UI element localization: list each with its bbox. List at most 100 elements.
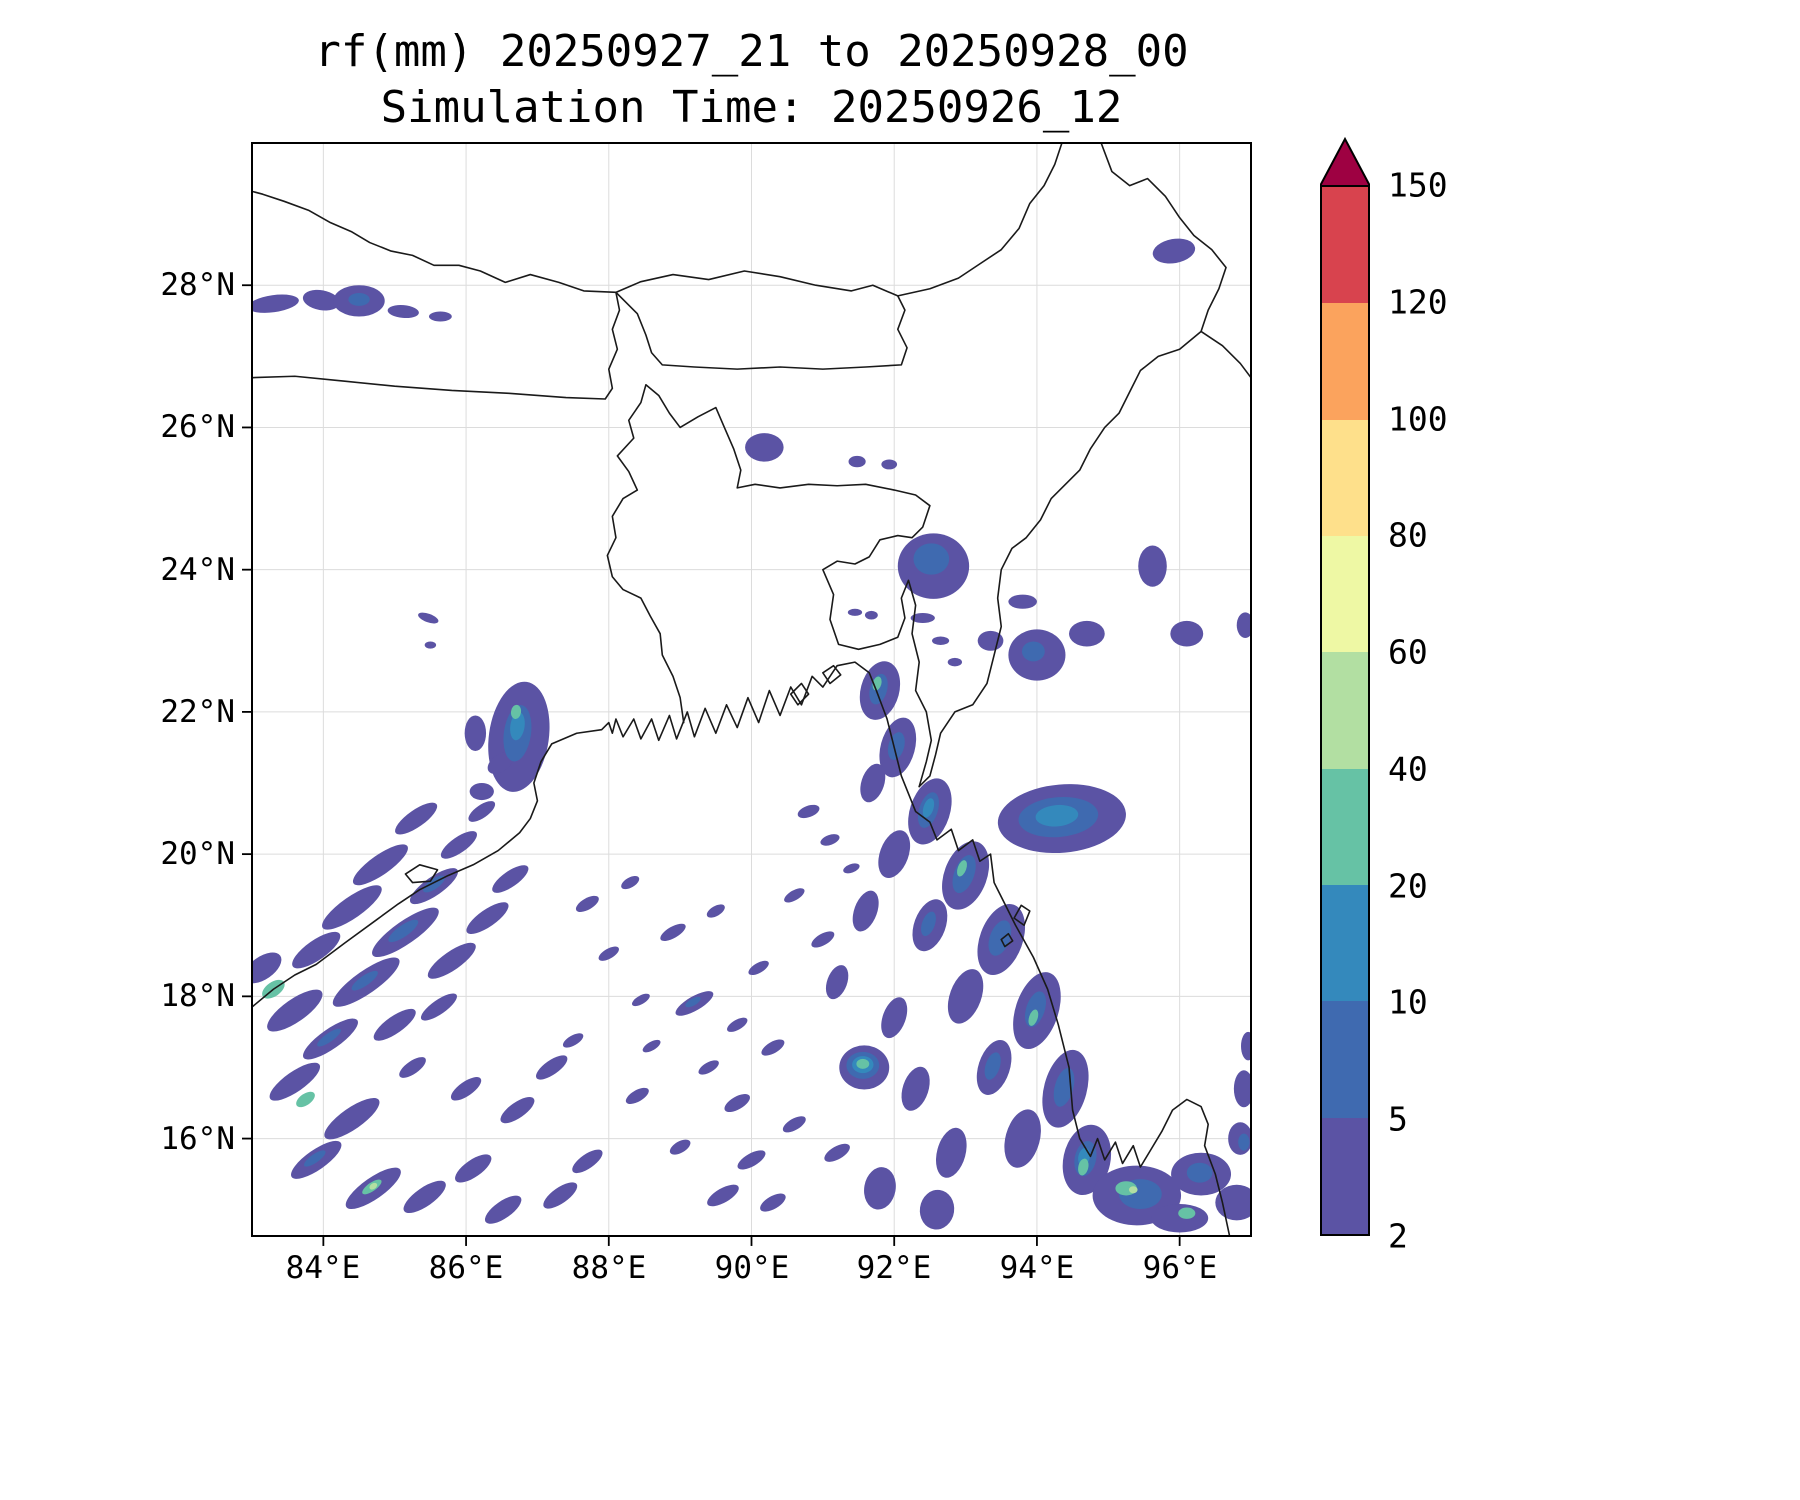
rain-patch: [1035, 804, 1079, 827]
rain-patch: [824, 1143, 850, 1162]
border-sikkim-bhutan: [616, 292, 907, 369]
rain-patch: [921, 911, 936, 937]
colorbar-label: 2: [1388, 1216, 1408, 1256]
y-tick-label: 16°N: [160, 1121, 235, 1157]
coastline-path: [252, 662, 1230, 1236]
rain-patch: [427, 942, 476, 979]
rain-patch: [864, 610, 878, 620]
rain-patch: [292, 931, 341, 969]
colorbar-segment: [1322, 303, 1368, 420]
rain-patch: [324, 1097, 380, 1140]
rain-patch: [348, 293, 370, 306]
rain-patch: [952, 855, 976, 894]
rain-patch: [669, 1139, 691, 1155]
rain-patch: [484, 1195, 522, 1224]
y-tick-label: 20°N: [160, 836, 235, 872]
border-bangladesh: [607, 385, 931, 787]
rain-patch: [468, 801, 496, 822]
rain-patch: [745, 433, 784, 462]
rain-patch: [1233, 1070, 1251, 1108]
colorbar-labels: 2 5 10 20 40 60 80 100 120 150: [1388, 166, 1488, 1256]
x-tick-label: 86°E: [428, 1250, 504, 1286]
rain-patch: [1178, 1207, 1196, 1219]
rain-patch: [1151, 1203, 1209, 1233]
rain-patch: [469, 783, 494, 801]
map-svg: [252, 143, 1251, 1236]
colorbar-label: 40: [1388, 749, 1428, 789]
y-tick-label: 18°N: [160, 978, 235, 1014]
rain-patch: [1069, 620, 1105, 647]
rain-patch: [351, 970, 378, 991]
rain-patch: [1028, 1009, 1039, 1026]
colorbar-label: 120: [1388, 282, 1448, 322]
rain-patch: [510, 712, 525, 741]
rain-patch: [935, 1127, 967, 1178]
rain-patch: [878, 830, 911, 879]
colorbar-label: 100: [1388, 399, 1448, 439]
rain-patch: [510, 704, 522, 719]
x-tick-label: 84°E: [285, 1250, 361, 1286]
rain-patch: [500, 1097, 535, 1124]
rain-patch: [387, 305, 419, 319]
rain-patch: [1170, 620, 1204, 647]
rain-patch: [296, 1091, 315, 1108]
rain-patch: [761, 1039, 785, 1056]
rain-patch: [454, 1154, 492, 1183]
rain-patch: [487, 752, 514, 774]
rain-patch: [373, 1008, 416, 1041]
rain-patch: [947, 969, 984, 1024]
colorbar-segment: [1322, 1001, 1368, 1118]
rain-patch: [535, 1055, 568, 1080]
rain-patch: [1004, 1109, 1041, 1168]
rain-patch: [621, 875, 640, 890]
rain-patch: [267, 989, 323, 1032]
x-tick-label: 92°E: [856, 1250, 932, 1286]
rain-patch: [1138, 545, 1167, 587]
colorbar-segment: [1322, 1117, 1368, 1234]
rain-patch: [947, 657, 963, 667]
rain-patch: [302, 289, 340, 311]
rain-patch: [797, 804, 820, 819]
rain-patch: [464, 715, 487, 752]
axes-frame: [252, 143, 1251, 1236]
rain-patch: [492, 865, 529, 893]
map-outlines: [252, 143, 1251, 1236]
colorbar-segment: [1322, 419, 1368, 537]
rain-patch: [760, 1193, 786, 1212]
colorbar-label: 10: [1388, 982, 1428, 1022]
rain-patch: [399, 1057, 426, 1078]
rain-patch: [727, 1017, 748, 1032]
colorbar-segment: [1322, 768, 1368, 886]
colorbar-label: 5: [1388, 1099, 1408, 1139]
rain-patch: [631, 993, 650, 1007]
y-tick-label: 28°N: [160, 267, 235, 303]
rain-patch: [575, 895, 599, 912]
rain-patch: [420, 993, 457, 1021]
figure-title-line2: Simulation Time: 20250926_12: [380, 82, 1123, 133]
rain-patch: [856, 1058, 870, 1069]
rain-patch: [881, 997, 908, 1039]
y-tick-label: 22°N: [160, 694, 235, 730]
rain-patch: [440, 831, 478, 859]
rain-patch: [724, 1094, 750, 1113]
rain-patch: [1078, 1158, 1089, 1176]
rain-patch: [901, 1066, 930, 1111]
rain-patch: [698, 1060, 719, 1075]
rain-patch: [403, 1180, 446, 1214]
colorbar-segment: [1322, 885, 1368, 1002]
rain-patch: [317, 1028, 342, 1047]
colorbar-segment: [1322, 652, 1368, 769]
rain-patch: [1008, 594, 1037, 609]
x-tick-label: 96°E: [1142, 1250, 1218, 1286]
rain-patch: [352, 844, 408, 886]
map-axes: [252, 143, 1251, 1236]
rain-patch: [660, 923, 686, 942]
rain-patch: [562, 1033, 584, 1048]
colorbar-label: 80: [1388, 515, 1428, 555]
rain-patch: [252, 952, 282, 984]
rain-patch: [395, 802, 438, 835]
rain-patch: [748, 960, 769, 976]
y-tick-label: 26°N: [160, 409, 235, 445]
colorbar-segment: [1322, 187, 1368, 304]
